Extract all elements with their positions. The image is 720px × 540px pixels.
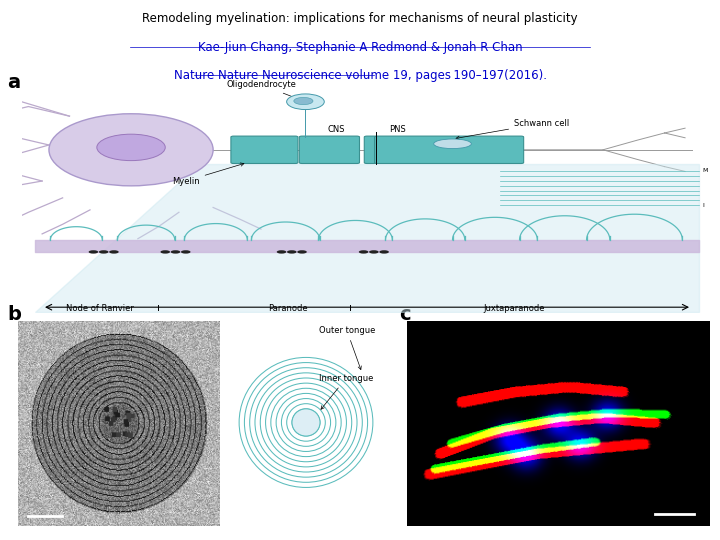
Text: Inner tongue: Inner tongue bbox=[319, 374, 373, 409]
Circle shape bbox=[89, 250, 98, 254]
Ellipse shape bbox=[97, 134, 166, 160]
Text: M: M bbox=[702, 168, 708, 173]
Text: Myelin: Myelin bbox=[172, 163, 244, 186]
Circle shape bbox=[109, 250, 119, 254]
Circle shape bbox=[297, 250, 307, 254]
Ellipse shape bbox=[294, 97, 313, 105]
Ellipse shape bbox=[49, 114, 213, 186]
FancyBboxPatch shape bbox=[374, 136, 523, 164]
Text: Node of Ranvier: Node of Ranvier bbox=[66, 304, 134, 313]
FancyBboxPatch shape bbox=[231, 136, 298, 164]
Text: Remodeling myelination: implications for mechanisms of neural plasticity: Remodeling myelination: implications for… bbox=[142, 12, 578, 25]
FancyBboxPatch shape bbox=[300, 136, 359, 164]
Circle shape bbox=[171, 250, 180, 254]
Circle shape bbox=[181, 250, 191, 254]
Circle shape bbox=[369, 250, 379, 254]
Circle shape bbox=[359, 250, 369, 254]
Text: Oligodendrocyte: Oligodendrocyte bbox=[227, 80, 302, 101]
Text: CNS: CNS bbox=[328, 125, 345, 134]
Text: I: I bbox=[702, 202, 704, 207]
Circle shape bbox=[287, 250, 297, 254]
Ellipse shape bbox=[433, 139, 472, 148]
Circle shape bbox=[379, 250, 389, 254]
Circle shape bbox=[99, 250, 109, 254]
Text: a: a bbox=[7, 73, 20, 92]
Text: c: c bbox=[400, 305, 411, 324]
Polygon shape bbox=[35, 164, 699, 312]
FancyBboxPatch shape bbox=[364, 136, 377, 164]
Ellipse shape bbox=[292, 409, 320, 436]
Text: Outer tongue: Outer tongue bbox=[319, 326, 375, 369]
Text: Paranode: Paranode bbox=[269, 304, 308, 313]
Text: Schwann cell: Schwann cell bbox=[456, 119, 570, 139]
Ellipse shape bbox=[287, 94, 324, 110]
Text: b: b bbox=[7, 305, 21, 324]
Text: PNS: PNS bbox=[390, 125, 406, 134]
Text: Nature Nature Neuroscience volume 19, pages 190–197(2016).: Nature Nature Neuroscience volume 19, pa… bbox=[174, 69, 546, 82]
Text: Juxtaparanode: Juxtaparanode bbox=[483, 304, 545, 313]
Circle shape bbox=[276, 250, 287, 254]
Circle shape bbox=[161, 250, 170, 254]
Text: Kae-Jiun Chang, Stephanie A Redmond & Jonah R Chan: Kae-Jiun Chang, Stephanie A Redmond & Jo… bbox=[198, 40, 522, 53]
